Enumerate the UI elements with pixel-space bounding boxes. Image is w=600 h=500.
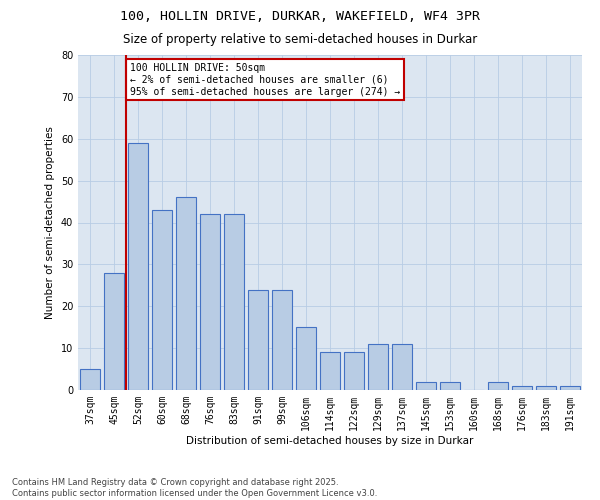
- Bar: [344, 352, 364, 390]
- Bar: [152, 210, 172, 390]
- Text: Size of property relative to semi-detached houses in Durkar: Size of property relative to semi-detach…: [123, 32, 477, 46]
- Bar: [128, 143, 148, 390]
- Text: 100, HOLLIN DRIVE, DURKAR, WAKEFIELD, WF4 3PR: 100, HOLLIN DRIVE, DURKAR, WAKEFIELD, WF…: [120, 10, 480, 23]
- Bar: [272, 290, 292, 390]
- Bar: [224, 214, 244, 390]
- Bar: [296, 327, 316, 390]
- Bar: [392, 344, 412, 390]
- Bar: [488, 382, 508, 390]
- Y-axis label: Number of semi-detached properties: Number of semi-detached properties: [45, 126, 55, 319]
- Bar: [80, 369, 100, 390]
- Bar: [248, 290, 268, 390]
- Bar: [512, 386, 532, 390]
- Bar: [200, 214, 220, 390]
- Bar: [104, 273, 124, 390]
- Text: 100 HOLLIN DRIVE: 50sqm
← 2% of semi-detached houses are smaller (6)
95% of semi: 100 HOLLIN DRIVE: 50sqm ← 2% of semi-det…: [130, 64, 400, 96]
- Bar: [416, 382, 436, 390]
- Bar: [320, 352, 340, 390]
- Bar: [440, 382, 460, 390]
- Bar: [536, 386, 556, 390]
- Text: Contains HM Land Registry data © Crown copyright and database right 2025.
Contai: Contains HM Land Registry data © Crown c…: [12, 478, 377, 498]
- X-axis label: Distribution of semi-detached houses by size in Durkar: Distribution of semi-detached houses by …: [187, 436, 473, 446]
- Bar: [176, 198, 196, 390]
- Bar: [560, 386, 580, 390]
- Bar: [368, 344, 388, 390]
